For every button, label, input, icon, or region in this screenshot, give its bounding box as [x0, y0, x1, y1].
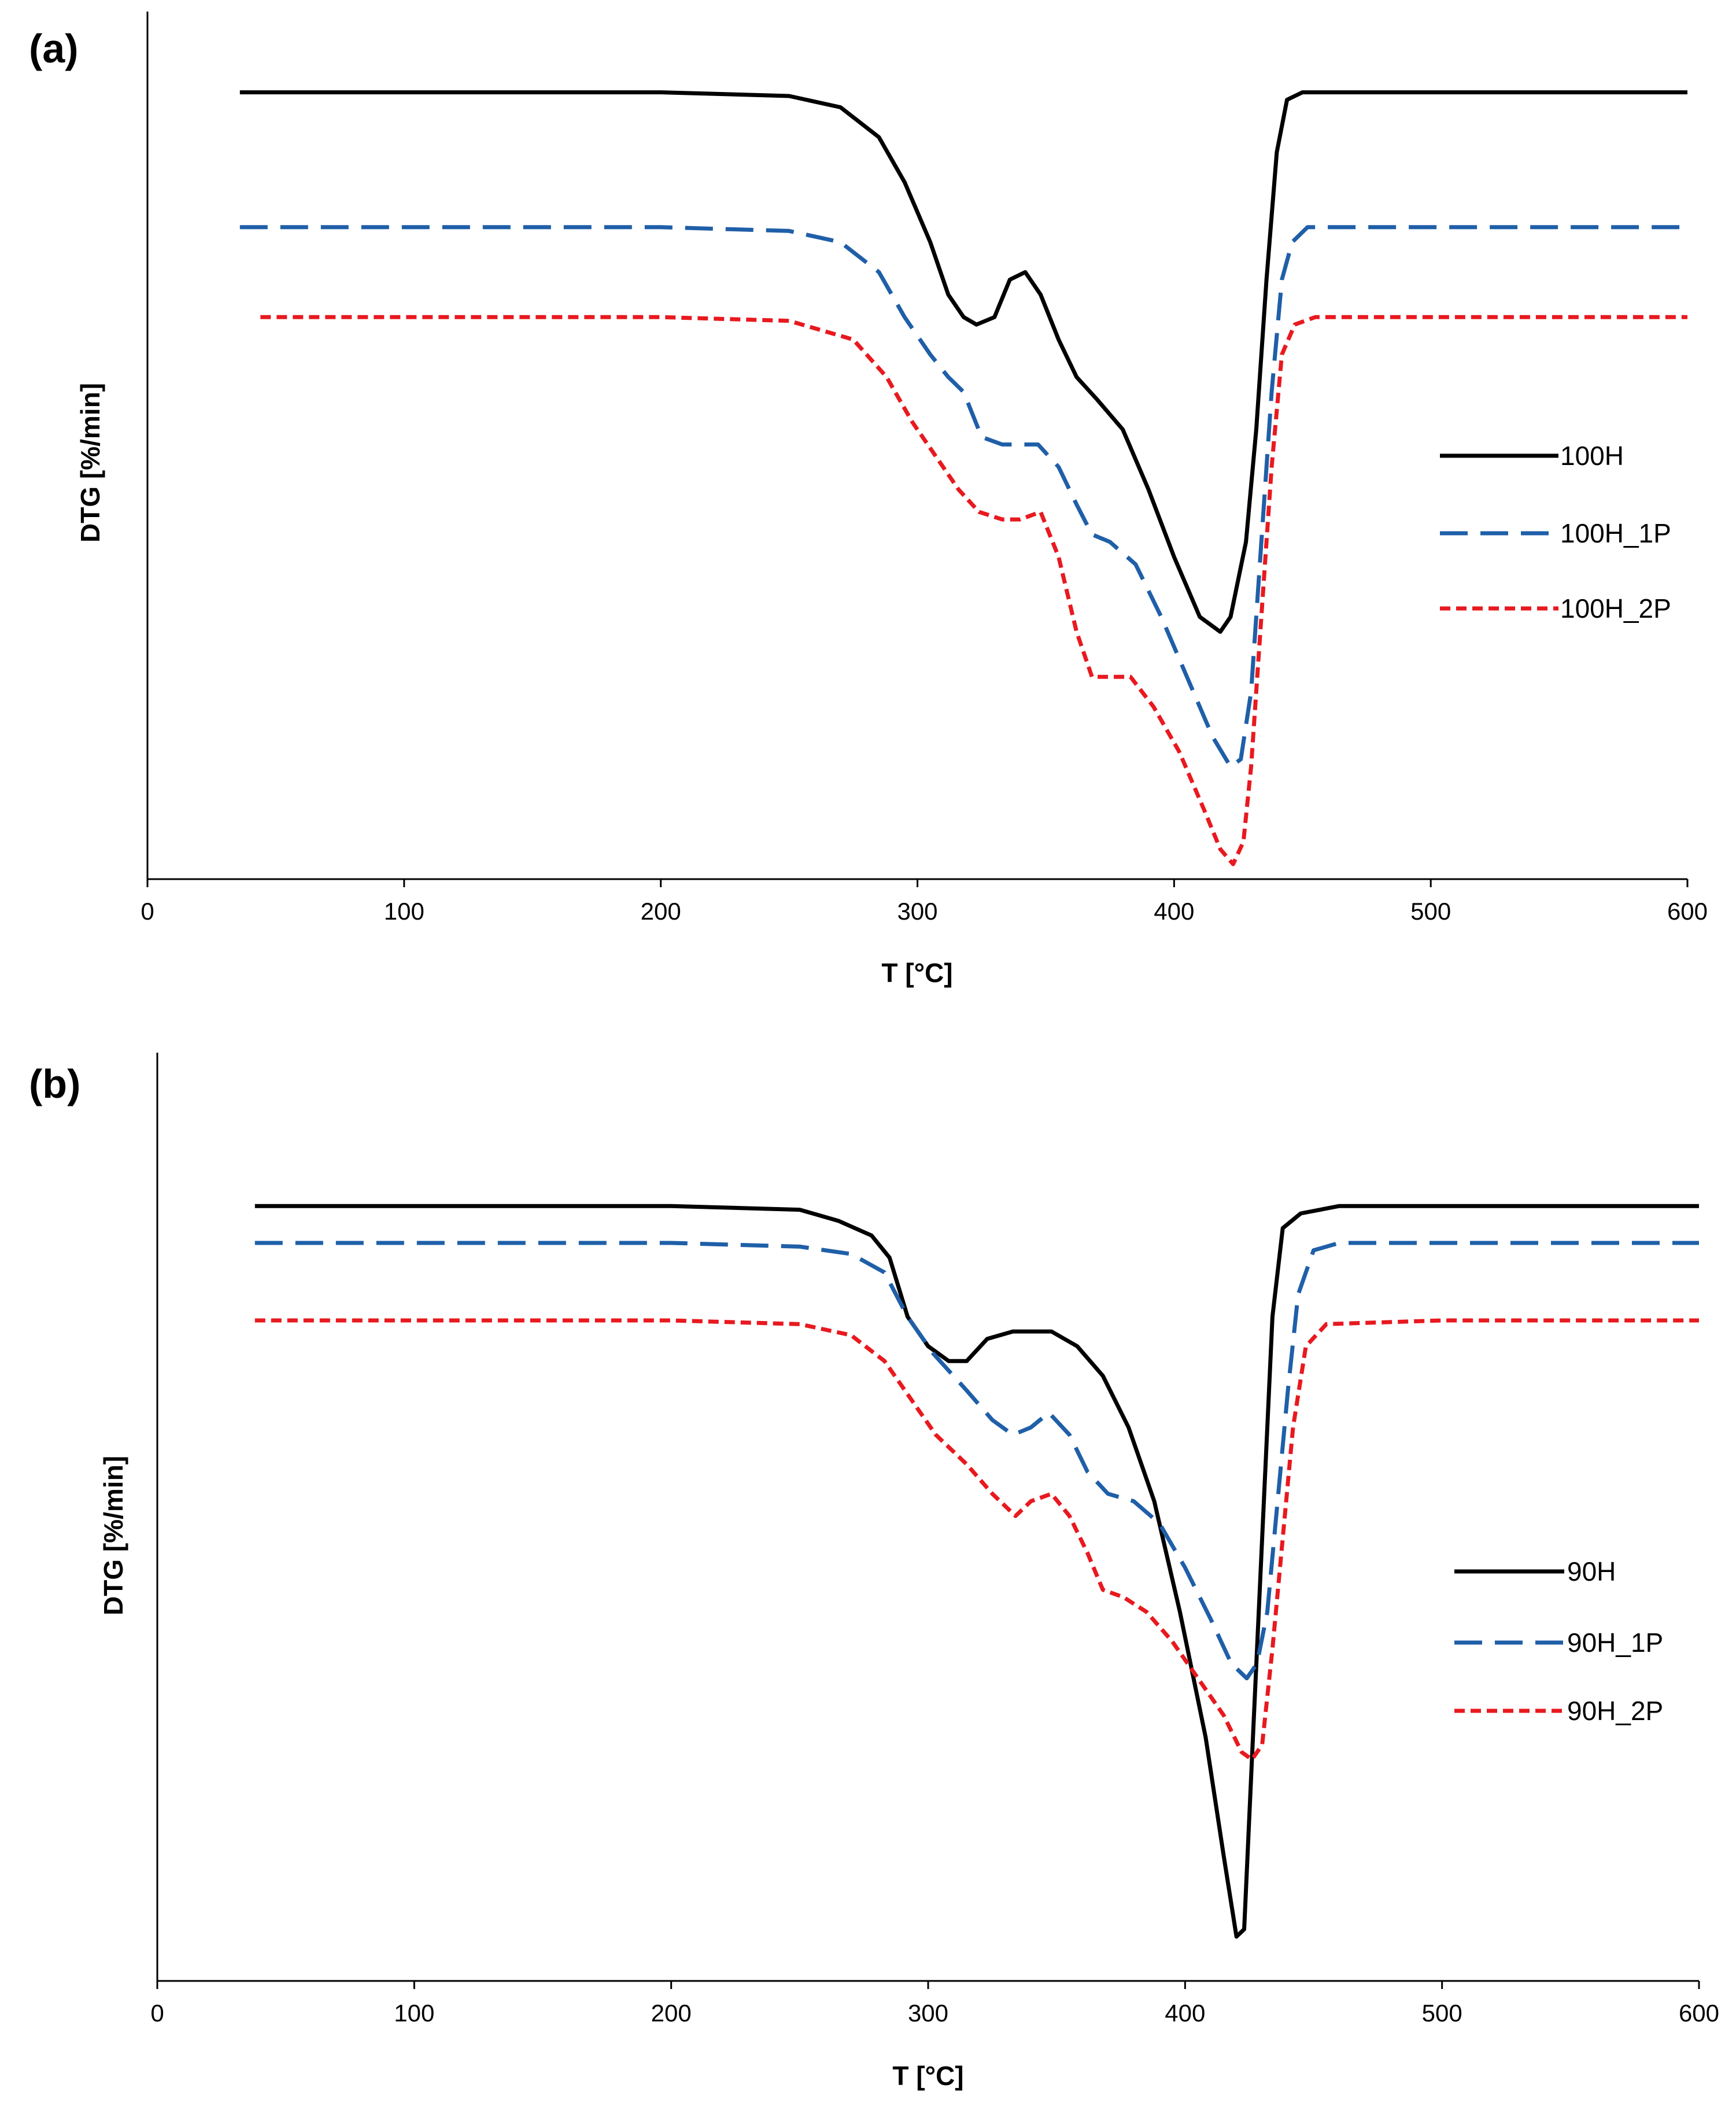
legend-a: 100H 100H_1P 100H_2P — [1440, 441, 1671, 623]
series-line-100h-1p — [239, 225, 1687, 769]
series-line-90h — [254, 1204, 1699, 1939]
x-tick-label-b-200: 200 — [651, 1999, 692, 2027]
series-line-100h-2p — [260, 315, 1687, 866]
x-ticks-a: 0 100 200 300 400 500 600 — [141, 879, 1708, 925]
panel-label-b: (b) — [29, 1061, 80, 1106]
series-line-90h-2p — [254, 1318, 1699, 1762]
series-group-b — [254, 1204, 1699, 1939]
panel-a: (a) 0 100 200 300 400 500 600 T [°C] DTG [%/mi… — [29, 12, 1708, 988]
series-group-a — [239, 90, 1687, 866]
legend-label-100h-1p: 100H_1P — [1560, 518, 1671, 548]
x-tick-label-b-0: 0 — [150, 1999, 164, 2027]
series-line-100h — [239, 90, 1687, 634]
series-line-90h-1p — [254, 1241, 1699, 1681]
x-tick-label-a-300: 300 — [897, 898, 937, 925]
legend-label-100h: 100H — [1560, 441, 1624, 471]
x-tick-label-b-500: 500 — [1422, 1999, 1462, 2027]
x-ticks-b: 0 100 200 300 400 500 600 — [150, 1981, 1719, 2027]
x-tick-label-b-100: 100 — [394, 1999, 434, 2027]
x-tick-label-a-0: 0 — [141, 898, 154, 925]
x-tick-label-a-500: 500 — [1410, 898, 1451, 925]
x-tick-label-a-400: 400 — [1154, 898, 1194, 925]
x-tick-label-b-400: 400 — [1165, 1999, 1205, 2027]
y-axis-title-a: DTG [%/min] — [75, 383, 105, 543]
x-tick-label-b-300: 300 — [908, 1999, 948, 2027]
legend-label-90h-1p: 90H_1P — [1567, 1628, 1663, 1658]
panel-b: (b) 0 100 200 300 400 500 600 T [°C] DTG [%/mi… — [29, 1053, 1719, 2091]
panel-label-a: (a) — [29, 26, 79, 71]
x-axis-title-b: T [°C] — [892, 2061, 963, 2091]
legend-label-90h: 90H — [1567, 1556, 1616, 1586]
x-tick-label-a-200: 200 — [641, 898, 681, 925]
legend-label-100h-2p: 100H_2P — [1560, 593, 1671, 623]
legend-label-90h-2p: 90H_2P — [1567, 1696, 1663, 1726]
x-tick-label-a-600: 600 — [1667, 898, 1708, 925]
legend-b: 90H 90H_1P 90H_2P — [1454, 1556, 1663, 1726]
y-axis-title-b: DTG [%/min] — [98, 1456, 128, 1615]
x-tick-label-b-600: 600 — [1679, 1999, 1719, 2027]
x-axis-title-a: T [°C] — [881, 958, 952, 988]
x-tick-label-a-100: 100 — [384, 898, 424, 925]
